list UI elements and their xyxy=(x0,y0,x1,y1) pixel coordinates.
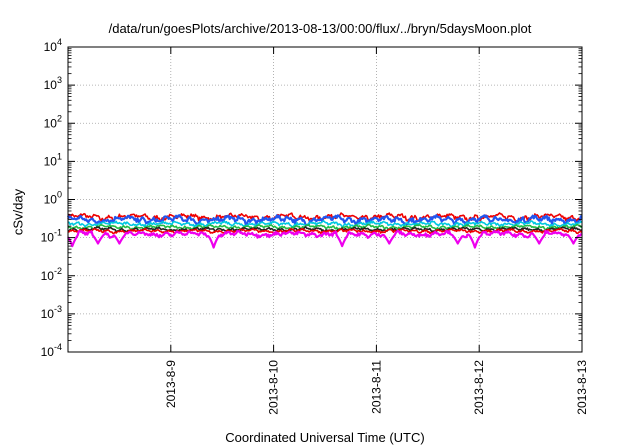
grid-lines xyxy=(68,47,582,352)
y-ticks: 10-4 10-3 10-2 10-1 100 101 102 103 104 xyxy=(41,37,582,359)
x-tick-label: 2013-8-11 xyxy=(369,360,383,414)
chart-title: /data/run/goesPlots/archive/2013-08-13/0… xyxy=(108,21,532,36)
series-line xyxy=(67,220,583,229)
plot-frame xyxy=(67,46,583,353)
x-tick-label: 2013-8-9 xyxy=(164,360,178,408)
y-tick-label: 100 xyxy=(44,190,62,207)
x-axis-label: Coordinated Universal Time (UTC) xyxy=(225,430,425,445)
x-tick-label: 2013-8-10 xyxy=(267,360,281,415)
y-tick-label: 10-1 xyxy=(41,228,62,245)
series-line xyxy=(67,214,583,227)
x-ticks: 2013-8-9 2013-8-10 2013-8-11 2013-8-12 2013-… xyxy=(164,47,589,415)
series-line xyxy=(67,223,583,231)
series-line xyxy=(67,229,583,249)
y-tick-label: 102 xyxy=(44,113,62,130)
y-tick-label: 103 xyxy=(44,75,62,92)
y-tick-label: 101 xyxy=(44,151,62,168)
x-tick-label: 2013-8-12 xyxy=(472,360,486,415)
y-tick-label: 104 xyxy=(44,37,62,54)
series-group xyxy=(67,212,583,249)
y-tick-label: 10-2 xyxy=(41,266,62,283)
y-tick-label: 10-4 xyxy=(41,342,62,359)
y-tick-label: 10-3 xyxy=(41,304,62,321)
x-tick-label: 2013-8-13 xyxy=(575,360,589,415)
